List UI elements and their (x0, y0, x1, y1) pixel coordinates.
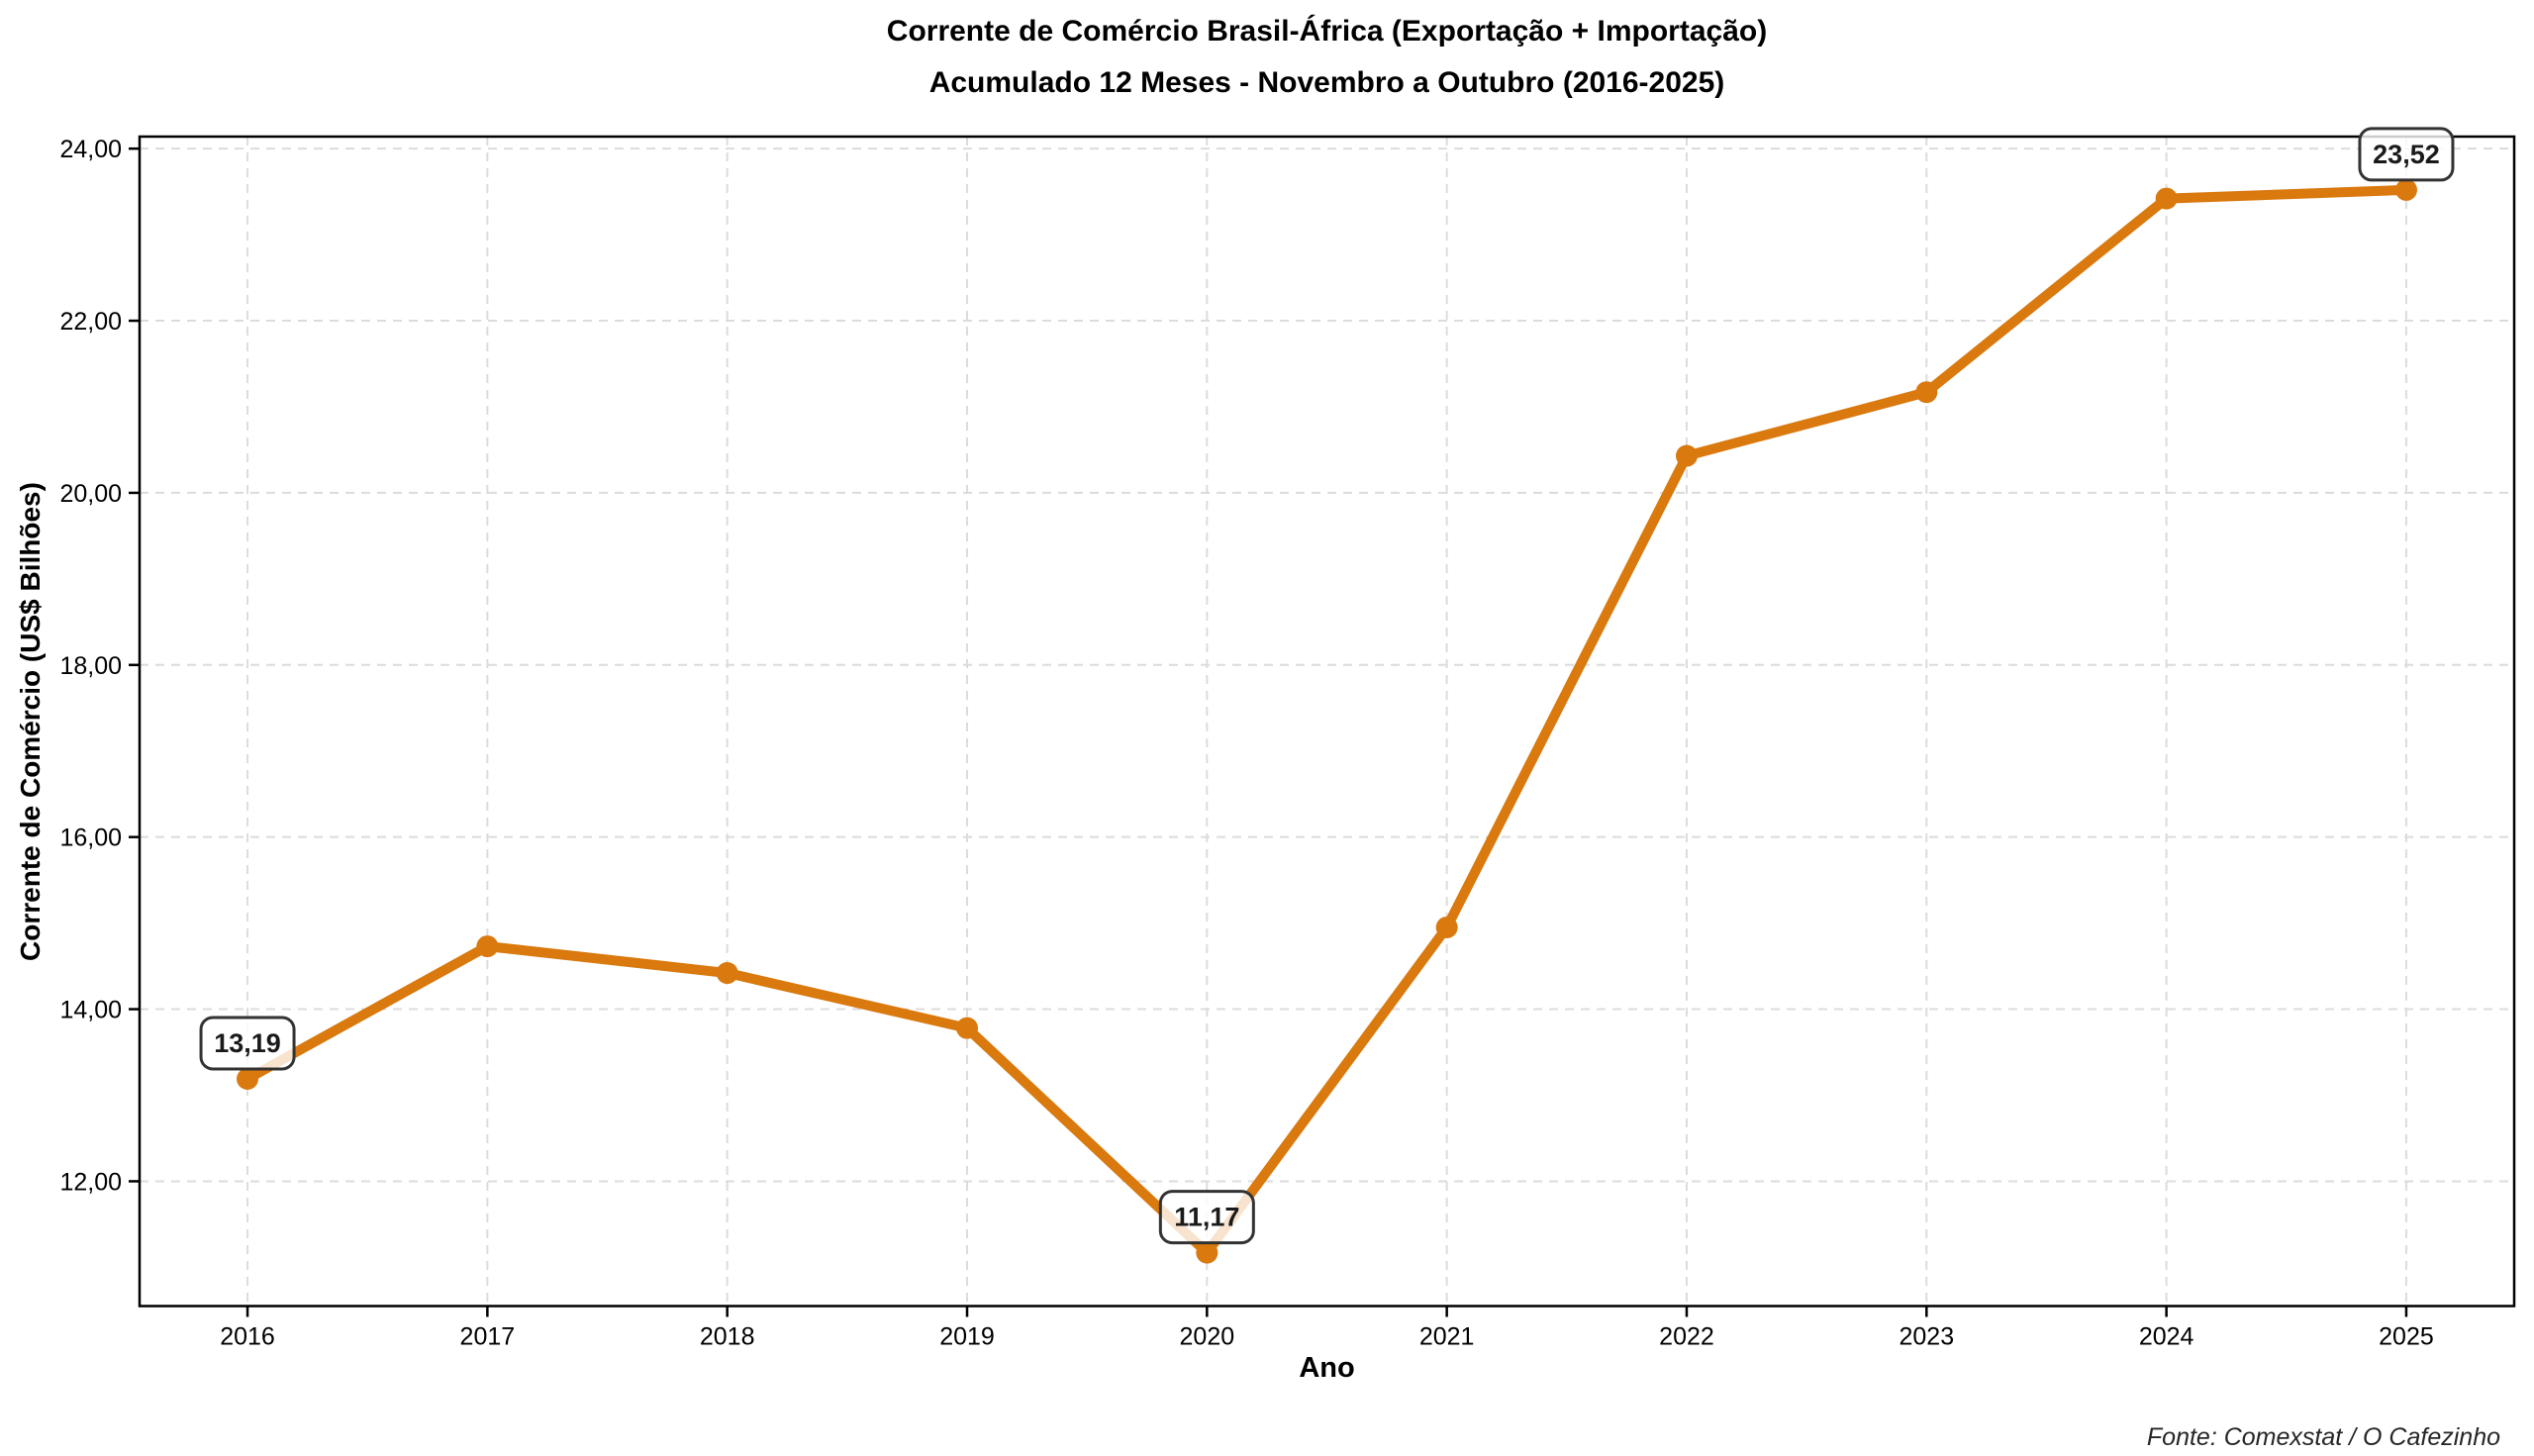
annotation-box (199, 1016, 296, 1071)
data-point (956, 1017, 979, 1039)
y-gridlines (140, 147, 2514, 1183)
data-point (2394, 178, 2417, 201)
data-point (1435, 916, 1458, 938)
chart-title-line1: Corrente de Comércio Brasil-África (Expo… (886, 15, 1768, 48)
annotation-label: 13,19 (214, 1028, 281, 1058)
y-tick-label: 24,00 (59, 136, 122, 163)
annotation-callout: 23,52 (2358, 127, 2455, 182)
data-point (2155, 187, 2178, 210)
chart-title-line2: Acumulado 12 Meses - Novembro a Outubro … (928, 66, 1725, 99)
annotation-box (2358, 127, 2455, 182)
x-tick-label: 2017 (460, 1323, 516, 1351)
x-tick-label: 2019 (939, 1323, 995, 1351)
x-axis-title: Ano (1299, 1352, 1355, 1384)
x-tick-label: 2018 (700, 1323, 755, 1351)
y-tick-label: 12,00 (59, 1168, 122, 1196)
trend-line (243, 184, 2411, 1258)
chart-title: Corrente de Comércio Brasil-África (Expo… (140, 6, 2514, 109)
x-tick-label: 2020 (1180, 1323, 1235, 1351)
data-points (237, 178, 2417, 1264)
annotation-label: 23,52 (2373, 140, 2440, 169)
y-tick-label: 16,00 (59, 825, 122, 852)
x-gridlines (246, 137, 2407, 1307)
x-tick-label: 2023 (1899, 1323, 1954, 1351)
data-point (1196, 1241, 1218, 1264)
source-note: Fonte: Comexstat / O Cafezinho (2146, 1423, 2500, 1451)
annotations: 13,19 11,17 23,52 (199, 127, 2455, 1245)
y-tick-label: 22,00 (59, 308, 122, 336)
x-tick-label: 2024 (2139, 1323, 2194, 1351)
y-tick-label: 18,00 (59, 652, 122, 680)
x-tick-label: 2021 (1419, 1323, 1475, 1351)
annotation-label: 11,17 (1174, 1203, 1239, 1232)
x-tick-label: 2022 (1659, 1323, 1714, 1351)
plot-border (138, 135, 2516, 1308)
y-tick-label: 20,00 (59, 480, 122, 508)
annotation-box (1158, 1190, 1255, 1245)
x-tick-label: 2016 (220, 1323, 275, 1351)
data-point (476, 935, 499, 958)
annotation-callout: 11,17 (1158, 1190, 1255, 1245)
tick-marks (129, 146, 2408, 1317)
data-point (716, 962, 738, 985)
data-point (237, 1067, 259, 1090)
data-point (1675, 444, 1698, 467)
x-tick-labels: 2016 2017 2018 2019 2020 2021 2022 2023 2024 2025 (220, 1323, 2434, 1351)
y-tick-label: 14,00 (59, 997, 122, 1024)
x-tick-label: 2025 (2379, 1323, 2434, 1351)
y-tick-labels: 12,00 14,00 16,00 18,00 20,00 22,00 24,00 (59, 136, 122, 1196)
annotation-callout: 13,19 (199, 1016, 296, 1071)
data-point (1915, 381, 1938, 404)
